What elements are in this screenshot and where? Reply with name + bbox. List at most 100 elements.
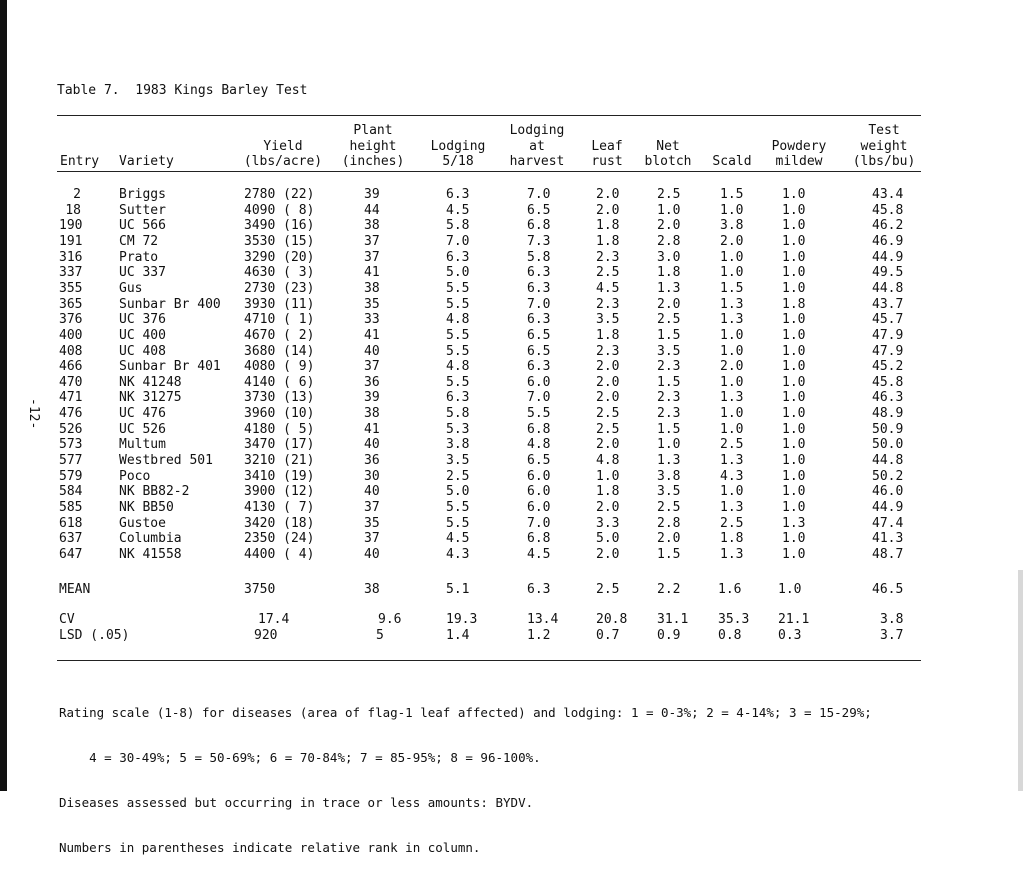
cell-scald: 2.0 (720, 359, 744, 375)
cell-net-blotch: 3.0 (657, 249, 681, 265)
cell-plant-height: 38 (364, 406, 380, 422)
cell-powdery-mildew: 1.0 (782, 421, 806, 437)
cell-scald: 4.3 (720, 468, 744, 484)
cell-test-weight: 44.9 (872, 249, 904, 265)
cell-plant-height: 41 (364, 265, 380, 281)
cell-yield: 3210 (21) (244, 453, 315, 469)
cell-plant-height: 35 (364, 296, 380, 312)
cell-yield: 4400 ( 4) (244, 546, 315, 562)
cell-leaf-rust: 2.3 (596, 343, 620, 359)
cell-lodging-harvest: 5.8 (527, 249, 551, 265)
scan-margin (1018, 570, 1023, 791)
cell-lodging-518: 4.3 (446, 546, 470, 562)
cell-plant-height: 40 (364, 437, 380, 453)
cell-variety: Westbred 501 (119, 453, 213, 469)
cell-net-blotch: 2.5 (657, 187, 681, 202)
cell-test-weight: 45.8 (872, 202, 904, 218)
cell-lodging-518: 4.5 (446, 202, 470, 218)
cell-entry: 584 (59, 484, 83, 500)
cv-lodging-518: 19.3 (446, 612, 478, 627)
cell-lodging-518: 5.8 (446, 406, 470, 422)
cell-yield: 4090 ( 8) (244, 202, 315, 218)
mean-plant-height: 38 (364, 582, 380, 597)
header-variety: Variety (119, 154, 174, 169)
cell-powdery-mildew: 1.0 (782, 343, 806, 359)
cell-net-blotch: 1.3 (657, 280, 681, 296)
cell-entry: 647 (59, 546, 83, 562)
cell-yield: 4180 ( 5) (244, 421, 315, 437)
cell-plant-height: 39 (364, 187, 380, 202)
cell-plant-height: 44 (364, 202, 380, 218)
cell-lodging-harvest: 6.5 (527, 453, 551, 469)
cell-powdery-mildew: 1.0 (782, 280, 806, 296)
cell-variety: Gustoe (119, 515, 166, 531)
cell-lodging-harvest: 6.5 (527, 202, 551, 218)
page-number: -12- (26, 398, 41, 430)
cell-leaf-rust: 2.0 (596, 390, 620, 406)
cell-yield: 3290 (20) (244, 249, 315, 265)
cell-lodging-518: 5.5 (446, 374, 470, 390)
footnote-3: Diseases assessed but occurring in trace… (59, 795, 534, 810)
cell-powdery-mildew: 1.0 (782, 233, 806, 249)
cell-net-blotch: 2.0 (657, 531, 681, 547)
cell-lodging-518: 5.5 (446, 515, 470, 531)
footnotes: Rating scale (1-8) for diseases (area of… (59, 675, 872, 885)
cell-test-weight: 48.9 (872, 406, 904, 422)
cell-entry: 316 (59, 249, 83, 265)
cell-test-weight: 43.7 (872, 296, 904, 312)
lsd-lodging-518: 1.4 (446, 628, 470, 643)
cell-lodging-harvest: 6.8 (527, 421, 551, 437)
cell-lodging-harvest: 6.0 (527, 468, 551, 484)
cell-lodging-518: 6.3 (446, 249, 470, 265)
cell-scald: 1.0 (720, 343, 744, 359)
cv-plant-height: 9.6 (378, 612, 402, 627)
cell-leaf-rust: 2.0 (596, 202, 620, 218)
cell-entry: 585 (59, 500, 83, 515)
cell-variety: Sunbar Br 400 (119, 296, 221, 312)
cell-entry: 471 (59, 390, 83, 406)
cell-leaf-rust: 1.8 (596, 233, 620, 249)
cell-lodging-518: 4.5 (446, 531, 470, 547)
header-net-blotch: Net (656, 139, 680, 154)
cell-leaf-rust: 2.3 (596, 296, 620, 312)
cell-yield: 3470 (17) (244, 437, 315, 453)
header-net-blotch: blotch (644, 154, 692, 169)
cell-lodging-harvest: 4.5 (527, 546, 551, 562)
cell-lodging-harvest: 7.0 (527, 390, 551, 406)
cell-lodging-harvest: 7.3 (527, 233, 551, 249)
cell-net-blotch: 1.5 (657, 327, 681, 343)
cell-plant-height: 37 (364, 500, 380, 515)
cell-lodging-harvest: 6.0 (527, 374, 551, 390)
cell-entry: 400 (59, 327, 83, 343)
cell-scald: 1.3 (720, 390, 744, 406)
cell-variety: UC 526 (119, 421, 166, 437)
cell-yield: 4670 ( 2) (244, 327, 315, 343)
lsd-entry: LSD (.05) (59, 628, 130, 643)
cell-test-weight: 45.8 (872, 374, 904, 390)
cell-lodging-518: 5.5 (446, 327, 470, 343)
cell-entry: 573 (59, 437, 83, 453)
cell-lodging-518: 5.3 (446, 421, 470, 437)
cell-test-weight: 44.8 (872, 453, 904, 469)
lsd-scald: 0.8 (718, 628, 742, 643)
cell-lodging-harvest: 7.0 (527, 515, 551, 531)
cell-entry: 577 (59, 453, 83, 469)
cell-variety: UC 408 (119, 343, 166, 359)
cell-powdery-mildew: 1.0 (782, 453, 806, 469)
cell-test-weight: 50.2 (872, 468, 904, 484)
cell-plant-height: 38 (364, 280, 380, 296)
cell-variety: Sunbar Br 401 (119, 359, 221, 375)
cell-variety: Columbia (119, 531, 182, 547)
cell-plant-height: 36 (364, 453, 380, 469)
header-powdery-mildew: mildew (775, 154, 823, 169)
mean-lodging-harvest: 6.3 (527, 582, 551, 597)
mean-entry: MEAN (59, 582, 91, 597)
cell-test-weight: 47.9 (872, 327, 904, 343)
cell-leaf-rust: 1.0 (596, 468, 620, 484)
cell-plant-height: 40 (364, 343, 380, 359)
cell-plant-height: 37 (364, 249, 380, 265)
header-entry: Entry (60, 154, 100, 169)
cell-plant-height: 38 (364, 218, 380, 234)
cell-leaf-rust: 2.5 (596, 265, 620, 281)
lsd-yield: 920 (254, 628, 278, 643)
